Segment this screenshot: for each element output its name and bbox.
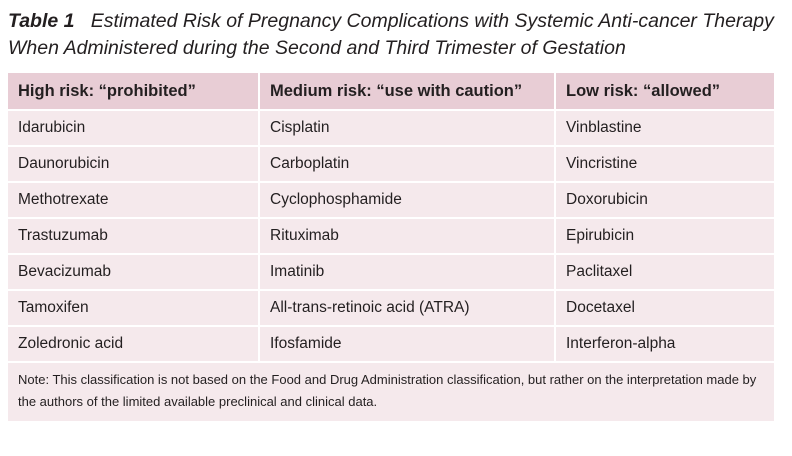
medium-risk-cell: Imatinib bbox=[259, 254, 556, 291]
high-risk-cell: Trastuzumab bbox=[8, 218, 260, 255]
risk-table: High risk: “prohibited” Medium risk: “us… bbox=[8, 73, 774, 363]
low-risk-cell: Doxorubicin bbox=[555, 182, 774, 219]
high-risk-cell: Idarubicin bbox=[8, 110, 260, 147]
table-row: Tamoxifen All-trans-retinoic acid (ATRA)… bbox=[8, 290, 774, 327]
medium-risk-cell: Cisplatin bbox=[259, 110, 556, 147]
high-risk-cell: Methotrexate bbox=[8, 182, 260, 219]
table-title: Estimated Risk of Pregnancy Complication… bbox=[8, 10, 774, 59]
table-label: Table 1 bbox=[8, 10, 75, 32]
table-caption: Table 1 Estimated Risk of Pregnancy Comp… bbox=[8, 8, 784, 62]
header-row: High risk: “prohibited” Medium risk: “us… bbox=[8, 73, 774, 111]
high-risk-cell: Zoledronic acid bbox=[8, 326, 260, 363]
medium-risk-cell: Carboplatin bbox=[259, 146, 556, 183]
table-row: Bevacizumab Imatinib Paclitaxel bbox=[8, 254, 774, 291]
header-medium-risk: Medium risk: “use with caution” bbox=[259, 73, 556, 111]
high-risk-cell: Daunorubicin bbox=[8, 146, 260, 183]
low-risk-cell: Docetaxel bbox=[555, 290, 774, 327]
low-risk-cell: Paclitaxel bbox=[555, 254, 774, 291]
header-low-risk: Low risk: “allowed” bbox=[555, 73, 774, 111]
high-risk-cell: Bevacizumab bbox=[8, 254, 260, 291]
table-row: Daunorubicin Carboplatin Vincristine bbox=[8, 146, 774, 183]
table-row: Trastuzumab Rituximab Epirubicin bbox=[8, 218, 774, 255]
table-row: Zoledronic acid Ifosfamide Interferon-al… bbox=[8, 326, 774, 363]
medium-risk-cell: All-trans-retinoic acid (ATRA) bbox=[259, 290, 556, 327]
low-risk-cell: Vincristine bbox=[555, 146, 774, 183]
header-high-risk: High risk: “prohibited” bbox=[8, 73, 260, 111]
medium-risk-cell: Cyclophosphamide bbox=[259, 182, 556, 219]
table-row: Methotrexate Cyclophosphamide Doxorubici… bbox=[8, 182, 774, 219]
medium-risk-cell: Rituximab bbox=[259, 218, 556, 255]
table-footnote: Note: This classification is not based o… bbox=[8, 363, 774, 421]
low-risk-cell: Vinblastine bbox=[555, 110, 774, 147]
medium-risk-cell: Ifosfamide bbox=[259, 326, 556, 363]
risk-table-container: High risk: “prohibited” Medium risk: “us… bbox=[8, 73, 774, 421]
high-risk-cell: Tamoxifen bbox=[8, 290, 260, 327]
low-risk-cell: Interferon-alpha bbox=[555, 326, 774, 363]
table-row: Idarubicin Cisplatin Vinblastine bbox=[8, 110, 774, 147]
low-risk-cell: Epirubicin bbox=[555, 218, 774, 255]
